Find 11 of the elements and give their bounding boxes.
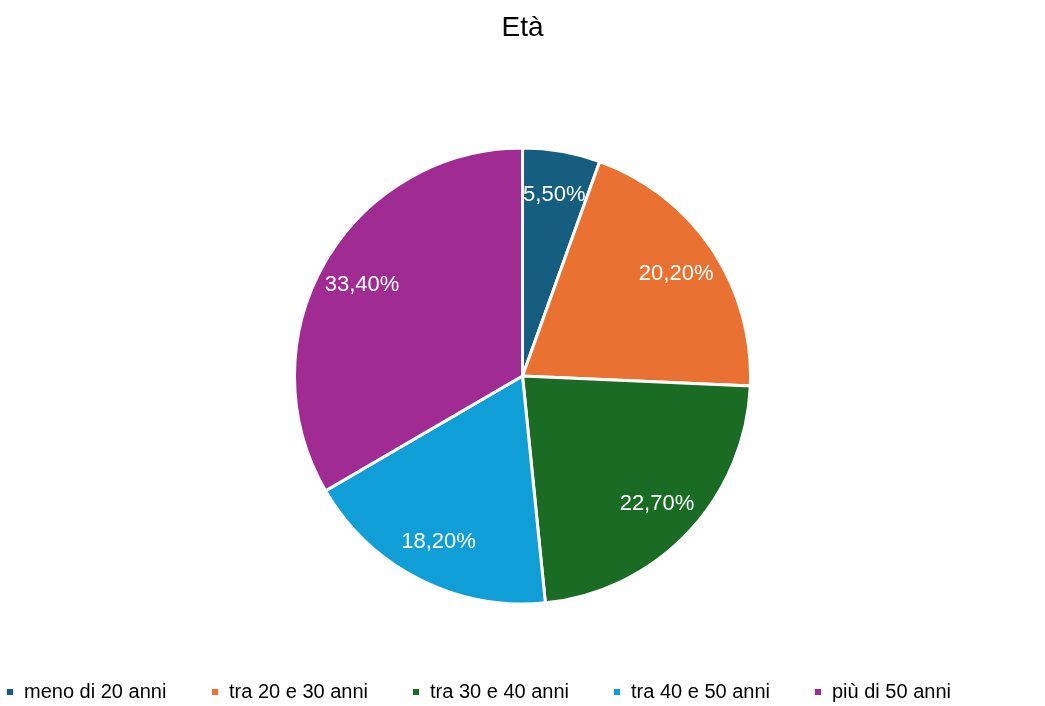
data-label: 5,50%	[523, 180, 586, 206]
legend-label: tra 40 e 50 anni	[631, 680, 770, 702]
legend-label: tra 20 e 30 anni	[229, 680, 368, 702]
data-label: 22,70%	[619, 490, 695, 516]
legend-label: più di 50 anni	[832, 680, 951, 702]
data-label: 20,20%	[638, 259, 714, 285]
chart-title: Età	[501, 11, 544, 42]
legend-label: tra 30 e 40 anni	[430, 680, 569, 702]
legend-label: meno di 20 anni	[24, 680, 167, 702]
data-label: 33,40%	[324, 270, 400, 296]
data-label: 18,20%	[401, 527, 476, 553]
